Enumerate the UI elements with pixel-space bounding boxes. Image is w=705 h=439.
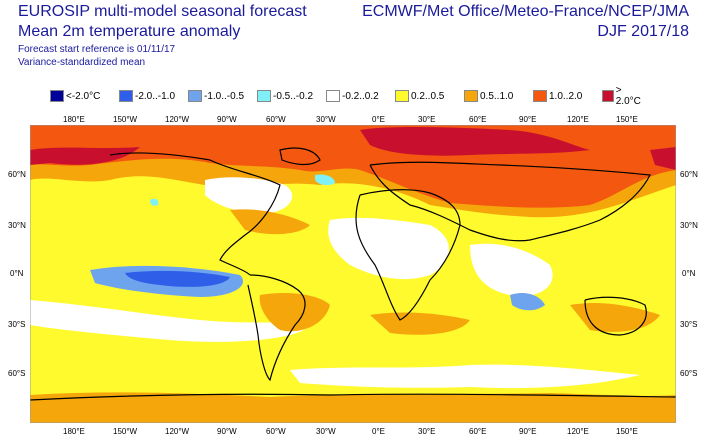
anomaly-region-white-na (205, 177, 293, 214)
anomaly-region-white-south-pacific (30, 300, 310, 342)
anomaly-region-cyan-north-atlantic (315, 174, 335, 186)
coastline-south-america (247, 274, 306, 382)
lon-label-top: 150°W (113, 115, 138, 124)
legend-label: -2.0..-1.0 (135, 90, 176, 102)
lon-label-bottom: 90°W (217, 427, 237, 436)
lon-label-top: 30°W (316, 115, 336, 124)
legend-swatch (188, 90, 202, 102)
coastline-eurasia (369, 161, 651, 242)
anomaly-region-white-southern-ocean (290, 364, 640, 389)
lat-label-left: 30°S (8, 320, 26, 329)
lat-label-left: 30°N (8, 221, 26, 230)
legend-swatch (50, 90, 64, 102)
lon-label-top: 30°E (418, 115, 436, 124)
lon-label-top: 60°E (469, 115, 487, 124)
lon-label-bottom: 60°E (469, 427, 487, 436)
lon-label-top: 180°E (63, 115, 85, 124)
lon-label-top: 150°E (616, 115, 638, 124)
anomaly-region-red-arctic (360, 126, 590, 156)
legend-item: -2.0..-1.0 (119, 89, 175, 103)
legend-item: 0.2..0.5 (395, 89, 444, 103)
lon-label-bottom: 150°E (616, 427, 638, 436)
legend-label: -0.5..-0.2 (273, 90, 314, 102)
anomaly-region-red-east (650, 147, 676, 170)
lon-label-top: 120°W (165, 115, 190, 124)
lat-label-left: 0°N (10, 269, 24, 278)
centres-title: ECMWF/Met Office/Meteo-France/NCEP/JMA (362, 3, 689, 20)
coastline-antarctica (30, 393, 676, 401)
anomaly-region-white-indian (470, 243, 553, 296)
legend-swatch (602, 90, 614, 102)
lon-label-bottom: 60°W (266, 427, 286, 436)
coastline-australia (584, 296, 647, 336)
lat-label-right: 60°N (680, 170, 698, 179)
legend-swatch (464, 90, 478, 102)
coastline-africa (355, 189, 461, 321)
lon-label-bottom: 120°W (165, 427, 190, 436)
legend-label: -0.2..0.2 (342, 90, 379, 102)
lon-label-bottom: 0°E (372, 427, 385, 436)
legend-item: -1.0..-0.5 (188, 89, 244, 103)
legend-swatch (326, 90, 340, 102)
coastlines (30, 147, 676, 401)
lat-label-right: 0°N (682, 269, 696, 278)
anomaly-region-cyan-small (150, 198, 159, 206)
lon-label-top: 90°W (217, 115, 237, 124)
map-title: EUROSIP multi-model seasonal forecast (18, 3, 307, 20)
legend-swatch (533, 90, 547, 102)
anomaly-region-orange-atlantic (230, 209, 310, 235)
forecast-reference-text: Forecast start reference is 01/11/17 (18, 44, 176, 55)
legend-item: 0.5..1.0 (464, 89, 513, 103)
lon-label-top: 60°W (266, 115, 286, 124)
legend-label: 0.2..0.5 (411, 90, 445, 102)
legend-item: 1.0..2.0 (533, 89, 582, 103)
lat-label-left: 60°N (8, 170, 26, 179)
legend-item: <-2.0°C (50, 89, 100, 103)
map-variable-title: Mean 2m temperature anomaly (18, 23, 241, 40)
lat-label-right: 60°S (680, 369, 698, 378)
legend-label: <-2.0°C (66, 90, 101, 102)
lat-label-right: 30°S (680, 320, 698, 329)
method-text: Variance-standardized mean (18, 57, 146, 68)
lon-label-bottom: 30°W (316, 427, 336, 436)
coastline-north-america (109, 152, 281, 276)
legend-item: > 2.0°C (602, 85, 643, 107)
anomaly-region-blue-pacific (125, 270, 230, 287)
lon-label-bottom: 30°E (418, 427, 436, 436)
legend-label: -1.0..-0.5 (204, 90, 245, 102)
lon-label-top: 120°E (567, 115, 589, 124)
anomaly-map (30, 125, 676, 423)
lat-label-right: 30°N (680, 221, 698, 230)
lon-label-bottom: 90°E (519, 427, 537, 436)
legend-label: 1.0..2.0 (549, 90, 583, 102)
lon-label-bottom: 120°E (567, 427, 589, 436)
legend-swatch (395, 90, 409, 102)
coastline-greenland (279, 147, 321, 166)
lat-label-left: 60°S (8, 369, 26, 378)
legend-swatch (257, 90, 271, 102)
anomaly-region-orange-south-atlantic (370, 312, 470, 335)
lon-label-top: 0°E (372, 115, 385, 124)
legend-item: -0.5..-0.2 (257, 89, 313, 103)
anomaly-region-lightblue-indian (510, 293, 545, 311)
legend-item: -0.2..0.2 (326, 89, 379, 103)
lon-label-top: 90°E (519, 115, 537, 124)
anomaly-region-orange-antarctic (30, 392, 676, 423)
lon-label-bottom: 150°W (113, 427, 138, 436)
anomaly-region-red-pacific (30, 147, 140, 165)
season-title: DJF 2017/18 (597, 23, 689, 40)
lon-label-bottom: 180°E (63, 427, 85, 436)
legend-label: 0.5..1.0 (480, 90, 514, 102)
legend-label: > 2.0°C (615, 85, 641, 107)
legend-swatch (119, 90, 133, 102)
anomaly-region-orange-south-america (259, 293, 330, 332)
